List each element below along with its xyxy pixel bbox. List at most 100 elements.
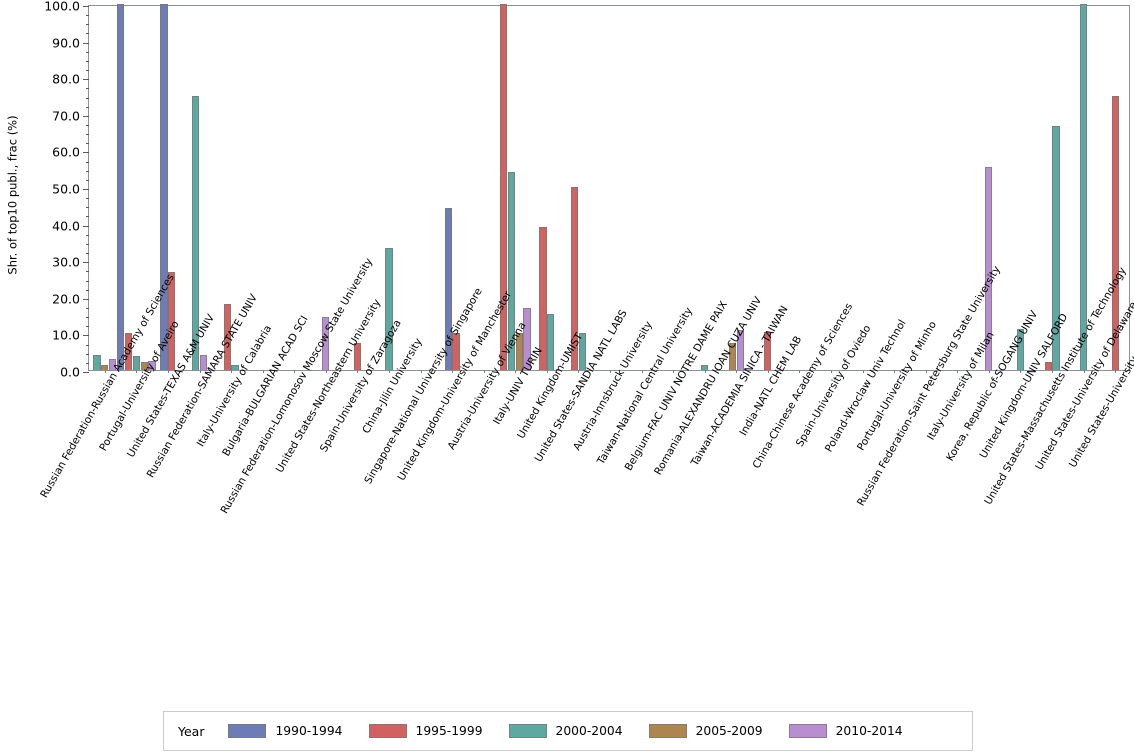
bar	[1016, 329, 1025, 370]
y-tick-major	[83, 225, 89, 227]
x-tick	[925, 370, 927, 373]
y-tick-minor	[85, 134, 89, 136]
legend-swatch	[788, 724, 827, 738]
x-tick	[483, 370, 485, 373]
bar	[764, 331, 772, 370]
x-tick	[1083, 370, 1085, 373]
y-tick-minor	[85, 234, 89, 236]
x-tick	[1052, 370, 1054, 373]
y-tick-major	[83, 189, 89, 190]
bar	[199, 355, 207, 370]
x-tick	[231, 370, 233, 373]
bar	[93, 355, 101, 370]
bar	[539, 226, 547, 370]
y-tick-minor	[85, 307, 89, 309]
x-tick	[736, 370, 738, 373]
y-tick-label: 20.0	[52, 291, 80, 307]
bar	[701, 364, 709, 370]
y-tick-minor	[85, 198, 89, 200]
x-tick	[831, 370, 833, 373]
x-tick	[578, 370, 580, 373]
bar	[499, 4, 508, 370]
x-tick	[388, 370, 390, 373]
bar	[452, 333, 460, 370]
x-axis-labels: Russian Federation-Russian Academy of Sc…	[39, 256, 1134, 694]
legend-swatch	[228, 724, 267, 738]
y-tick-minor	[85, 124, 89, 126]
y-tick-major	[83, 335, 89, 337]
y-axis-title: Shr. of top10 publ., frac (%)	[2, 110, 24, 280]
legend-entry[interactable]: 2010-2014	[788, 724, 903, 738]
bar	[985, 166, 993, 370]
bar	[148, 360, 156, 370]
y-tick-label: 30.0	[52, 254, 80, 270]
x-axis-label: United States-University of Delaware	[1033, 300, 1134, 472]
x-tick	[167, 370, 169, 373]
legend: Year 1990-1994 1995-1999 2000-2004 2005-200…	[163, 711, 973, 751]
legend-entry[interactable]: 1995-1999	[368, 724, 483, 738]
x-tick	[294, 370, 296, 373]
y-tick-minor	[85, 362, 89, 364]
bar	[1080, 4, 1088, 370]
bar	[140, 361, 148, 370]
x-tick	[420, 370, 422, 373]
bars-layer	[89, 4, 1129, 370]
y-tick-label: 80.0	[52, 71, 80, 87]
y-tick-minor	[85, 216, 89, 218]
bar	[515, 333, 523, 370]
y-tick-minor	[85, 51, 89, 53]
y-tick-minor	[85, 179, 89, 181]
y-tick-minor	[85, 326, 89, 328]
bar	[1044, 362, 1052, 370]
y-tick-minor	[85, 289, 89, 291]
y-tick-minor	[85, 271, 89, 273]
y-tick-minor	[85, 253, 89, 255]
y-tick-major	[83, 115, 89, 117]
bar	[117, 4, 125, 370]
bar	[1052, 125, 1060, 370]
x-tick	[704, 370, 706, 373]
y-tick-label: 50.0	[52, 181, 80, 197]
y-tick-minor	[85, 243, 89, 245]
legend-entry[interactable]: 1990-1994	[228, 724, 343, 738]
x-tick	[799, 370, 801, 373]
x-tick	[1020, 370, 1022, 373]
y-tick-label: 90.0	[52, 35, 80, 51]
x-tick	[767, 370, 769, 373]
y-tick-minor	[85, 24, 89, 26]
plot-area: 0.0 10.0 20.0 30.0 40.0 50.0 60.0 70.0 80.0 90.0 1…	[44, 0, 1130, 380]
x-tick	[199, 370, 201, 373]
y-tick-minor	[85, 88, 89, 90]
bar	[231, 365, 239, 370]
y-tick-major	[83, 372, 89, 373]
y-tick-minor	[85, 15, 89, 17]
legend-entry[interactable]: 2000-2004	[508, 724, 623, 738]
legend-label: 1990-1994	[275, 724, 343, 738]
bar	[160, 4, 168, 370]
x-axis-label: Taiwan-ACADEMIA SINICA - TAIWAN	[688, 304, 790, 468]
y-tick-label: 70.0	[52, 108, 80, 124]
y-tick-minor	[85, 280, 89, 282]
x-tick	[894, 370, 896, 373]
legend-entry[interactable]: 2005-2009	[648, 724, 763, 738]
legend-label: 1995-1999	[415, 724, 483, 738]
bar	[223, 304, 231, 370]
y-tick-minor	[85, 60, 89, 62]
bar	[444, 207, 452, 370]
x-tick	[641, 370, 643, 373]
y-tick-minor	[85, 170, 89, 172]
legend-entries: 1990-1994 1995-1999 2000-2004 2005-2009 2010…	[228, 724, 928, 738]
legend-swatch	[648, 724, 687, 738]
bar	[168, 271, 176, 370]
y-tick-minor	[85, 207, 89, 209]
x-tick	[515, 370, 517, 373]
bar	[322, 317, 330, 370]
x-tick	[546, 370, 548, 373]
x-tick	[136, 370, 138, 373]
x-tick	[1115, 370, 1117, 373]
legend-label: 2005-2009	[695, 724, 763, 738]
y-tick-major	[83, 42, 89, 44]
x-tick	[673, 370, 675, 373]
x-axis-label: United States-University of Houston	[1066, 302, 1134, 469]
